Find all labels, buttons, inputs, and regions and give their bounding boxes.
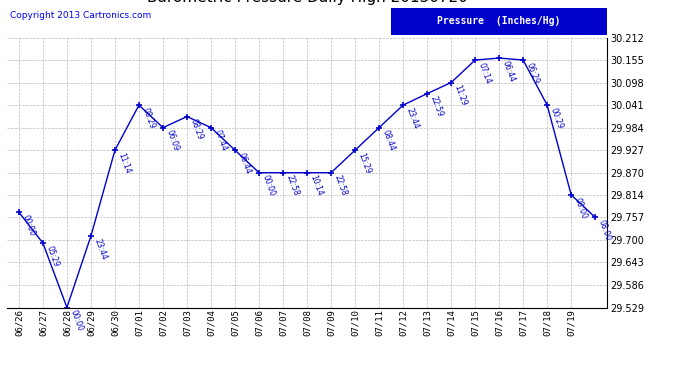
Text: 22:58: 22:58 (284, 174, 300, 198)
Text: 10:14: 10:14 (308, 174, 324, 198)
Text: 06:29: 06:29 (524, 62, 540, 85)
Text: 05:29: 05:29 (44, 244, 60, 268)
Text: 08:44: 08:44 (380, 129, 397, 153)
Text: 08:29: 08:29 (140, 106, 156, 130)
Text: 22:59: 22:59 (428, 95, 444, 118)
Text: 11:14: 11:14 (117, 152, 132, 175)
Text: 00:00: 00:00 (68, 309, 84, 333)
Text: 08:00: 08:00 (573, 196, 589, 220)
Text: 15:29: 15:29 (357, 152, 373, 175)
Text: 06:44: 06:44 (500, 60, 517, 83)
Text: 23:44: 23:44 (92, 237, 108, 261)
Text: 07:44: 07:44 (213, 129, 228, 153)
Text: 11:29: 11:29 (453, 84, 469, 107)
Text: 06:44: 06:44 (237, 152, 253, 175)
Text: 00:00: 00:00 (260, 174, 277, 198)
Text: 07:14: 07:14 (477, 62, 493, 85)
Text: 08:29: 08:29 (188, 118, 204, 141)
Text: 22:58: 22:58 (333, 174, 348, 198)
Text: 23:44: 23:44 (404, 106, 420, 130)
Text: 00:00: 00:00 (20, 214, 37, 237)
Text: 08:00: 08:00 (597, 219, 613, 242)
Text: 00:29: 00:29 (549, 106, 564, 130)
Text: 06:09: 06:09 (164, 129, 180, 153)
Title: Barometric Pressure Daily High 20130720: Barometric Pressure Daily High 20130720 (147, 0, 467, 5)
Text: Copyright 2013 Cartronics.com: Copyright 2013 Cartronics.com (10, 10, 151, 20)
